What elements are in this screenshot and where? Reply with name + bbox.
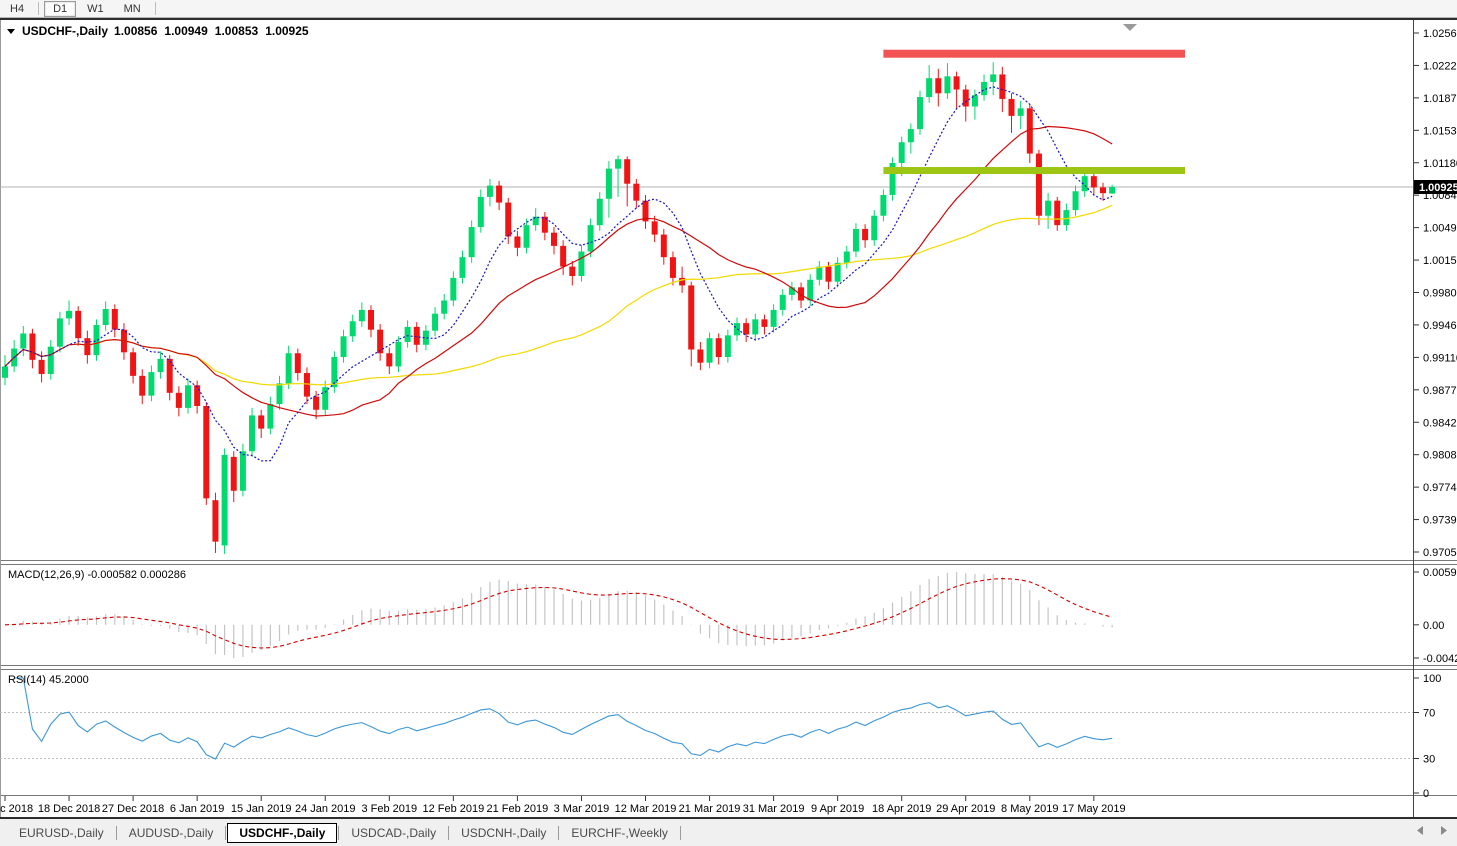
macd-label: MACD(12,26,9) -0.000582 0.000286 [8, 569, 186, 581]
date-axis-label: 3 Mar 2019 [554, 803, 610, 815]
current-price-tag-label: 1.00925 [1419, 182, 1457, 194]
date-axis-label: 18 Apr 2019 [872, 803, 931, 815]
tab-separator [448, 825, 450, 840]
date-axis-label: 21 Mar 2019 [679, 803, 741, 815]
high-value: 1.00949 [164, 24, 208, 38]
rsi-axis-label: 30 [1423, 754, 1435, 766]
chart-shift-marker-icon[interactable] [1123, 24, 1137, 31]
toolbar-separator [38, 2, 40, 15]
chart-tab-eurusd[interactable]: EURUSD-,Daily [19, 825, 104, 840]
chart-tab-usdcnh[interactable]: USDCNH-,Daily [461, 825, 547, 840]
toolbar-chart-divider [0, 18, 1457, 20]
price-axis-label: 1.02220 [1423, 60, 1457, 72]
tabbar-divider [0, 817, 1457, 819]
open-value: 1.00856 [114, 24, 158, 38]
chart-tab-usdcad[interactable]: USDCAD-,Daily [351, 825, 437, 840]
timeframe-button-w1[interactable]: W1 [78, 1, 113, 17]
date-axis-label: 9 Apr 2019 [811, 803, 864, 815]
support-line[interactable] [883, 167, 1185, 175]
price-axis-label: 1.01530 [1423, 125, 1457, 137]
date-axis-label: 8 May 2019 [1001, 803, 1058, 815]
rsi-label: RSI(14) 45.2000 [8, 674, 89, 686]
candlestick-series [2, 62, 1116, 554]
date-axis-label: 31 Mar 2019 [743, 803, 805, 815]
date-axis-label: 6 Jan 2019 [170, 803, 224, 815]
tab-separator [115, 825, 117, 840]
date-axis-label: 15 Jan 2019 [231, 803, 292, 815]
chart-tab-usdchf[interactable]: USDCHF-,Daily [227, 822, 338, 843]
date-axis-label: 3 Feb 2019 [361, 803, 417, 815]
chart-title: USDCHF-,Daily 1.00856 1.00949 1.00853 1.… [7, 24, 309, 38]
timeframe-button-mn[interactable]: MN [115, 1, 150, 17]
price-axis-label: 0.97740 [1423, 482, 1457, 494]
toolbar-separator [154, 2, 156, 15]
date-axis-label: 21 Feb 2019 [487, 803, 549, 815]
timeframe-toolbar: H4 D1 W1 MN [0, 0, 1457, 18]
chart-tab-eurchf[interactable]: EURCHF-,Weekly [571, 825, 668, 840]
price-axis-label: 0.98080 [1423, 450, 1457, 462]
tab-separator [679, 825, 681, 840]
close-value: 1.00925 [265, 24, 309, 38]
rsi-line [14, 677, 1113, 760]
price-axis-label: 1.02560 [1423, 28, 1457, 40]
date-axis-label: 27 Dec 2018 [102, 803, 164, 815]
symbol-dropdown-icon[interactable] [7, 28, 16, 35]
price-axis-label: 0.97050 [1423, 547, 1457, 559]
date-axis-label: 18 Dec 2018 [38, 803, 100, 815]
tab-separator [225, 825, 227, 840]
macd-histogram [13, 572, 1113, 658]
ma-slow-line [4, 204, 1113, 386]
chart-tab-audusd[interactable]: AUDUSD-,Daily [128, 825, 214, 840]
macd-axis-label: -0.00424 [1423, 653, 1457, 665]
timeframe-button-h4[interactable]: H4 [1, 1, 33, 17]
tab-scroll-left-button[interactable] [1417, 826, 1424, 835]
chart-tab-bar: EURUSD-,Daily AUDUSD-,Daily USDCHF-,Daily U… [0, 819, 1457, 846]
tab-separator [338, 825, 340, 840]
price-axis-label: 0.99110 [1423, 352, 1457, 364]
date-axis-label: 29 Apr 2019 [936, 803, 995, 815]
current-price-tag [1414, 180, 1457, 195]
rsi-axis-label: 70 [1423, 708, 1435, 720]
price-axis-label: 1.01870 [1423, 93, 1457, 105]
price-axis-label: 0.99460 [1423, 320, 1457, 332]
price-axis-label: 0.98420 [1423, 417, 1457, 429]
macd-axis-label: 0.00 [1423, 620, 1444, 632]
timeframe-button-d1[interactable]: D1 [44, 0, 77, 17]
resistance-line[interactable] [883, 49, 1185, 58]
price-axis-label: 1.01180 [1423, 158, 1457, 170]
symbol-label: USDCHF-,Daily [22, 24, 109, 38]
tab-scroll-right-button[interactable] [1440, 826, 1447, 835]
date-axis-label: 17 May 2019 [1062, 803, 1126, 815]
low-value: 1.00853 [214, 24, 259, 38]
rsi-axis-label: 0 [1423, 788, 1429, 800]
tab-scroll-controls [1417, 826, 1447, 835]
date-axis-label: 9 Dec 2018 [0, 803, 33, 815]
ma-fast-line [4, 86, 1113, 462]
price-axis-label: 0.99800 [1423, 288, 1457, 300]
date-axis-label: 12 Feb 2019 [422, 803, 484, 815]
date-axis-label: 12 Mar 2019 [615, 803, 677, 815]
price-axis-label: 0.98770 [1423, 385, 1457, 397]
price-scale-drag-area[interactable] [1414, 20, 1457, 795]
tab-separator [558, 825, 560, 840]
ohlc-values: 1.00856 1.00949 1.00853 1.00925 [114, 24, 309, 38]
date-scale-drag-area[interactable] [0, 796, 1413, 816]
date-axis-label: 24 Jan 2019 [295, 803, 356, 815]
price-axis-label: 0.97390 [1423, 515, 1457, 527]
rsi-axis-label: 100 [1423, 673, 1441, 685]
macd-signal-line [4, 578, 1113, 649]
price-axis-label: 1.00490 [1423, 223, 1457, 235]
price-axis-label: 1.00150 [1423, 255, 1457, 267]
macd-axis-label: 0.00597 [1423, 567, 1457, 579]
ma-mid-line [4, 125, 1113, 417]
